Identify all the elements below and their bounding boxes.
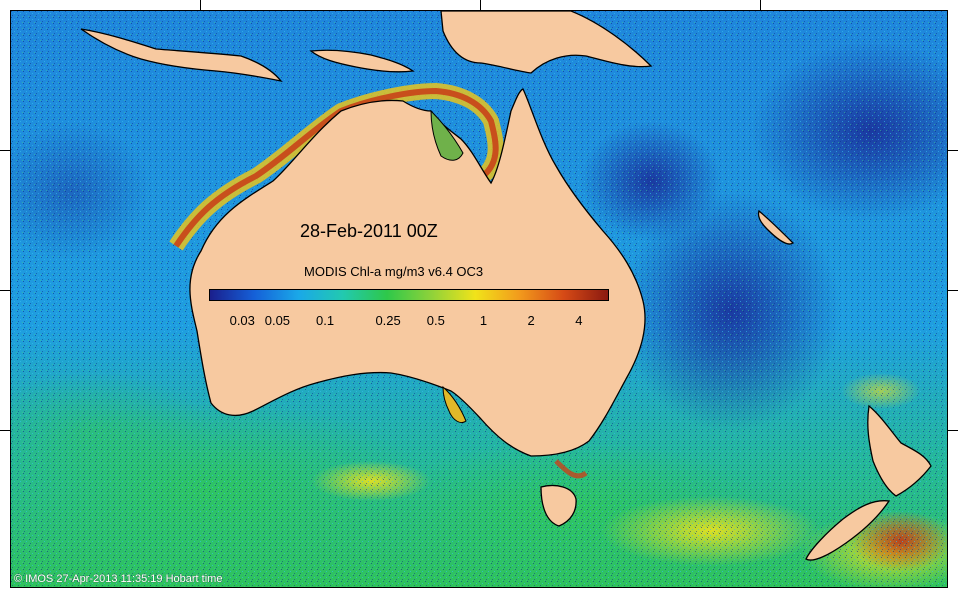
credit-text: © IMOS 27-Apr-2013 11:35:19 Hobart time bbox=[14, 573, 223, 585]
colorbar-label: MODIS Chl-a mg/m3 v6.4 OC3 bbox=[304, 264, 484, 279]
land-indonesia bbox=[80, 28, 283, 82]
colorbar-tick-label: 0.03 bbox=[229, 313, 255, 328]
frame-tick-top bbox=[480, 0, 481, 10]
frame-tick-left bbox=[0, 430, 10, 431]
land-australia bbox=[189, 88, 646, 457]
map-title: 28-Feb-2011 00Z bbox=[300, 221, 438, 241]
colorbar-tick-label: 0.25 bbox=[375, 313, 401, 328]
frame-tick-right bbox=[948, 290, 958, 291]
frame-tick-right bbox=[948, 150, 958, 151]
colorbar-tick-label: 0.5 bbox=[426, 313, 445, 328]
colorbar-tick-label: 2 bbox=[527, 313, 535, 328]
frame-tick-right bbox=[948, 430, 958, 431]
colorbar-tick-label: 1 bbox=[479, 313, 488, 328]
land-new-zealand-north bbox=[867, 404, 932, 497]
frame-tick-left bbox=[0, 150, 10, 151]
colorbar-tick-label: 4 bbox=[575, 313, 583, 328]
gulfs bbox=[430, 109, 467, 424]
frame-tick-left bbox=[0, 290, 10, 291]
land-new-caledonia bbox=[757, 209, 795, 245]
land-indonesia-east bbox=[309, 49, 415, 73]
frame-tick-top bbox=[200, 0, 201, 10]
colorbar-tick-label: 0.05 bbox=[264, 313, 291, 328]
colorbar-tick-label: 0.1 bbox=[316, 313, 335, 328]
land bbox=[80, 11, 932, 561]
land-tasmania bbox=[540, 484, 577, 527]
colorbar bbox=[209, 289, 609, 301]
land-new-guinea bbox=[440, 11, 653, 74]
frame-tick-top bbox=[760, 0, 761, 10]
map-panel bbox=[10, 10, 948, 588]
land-new-zealand-south bbox=[805, 500, 891, 561]
map-canvas bbox=[11, 11, 947, 587]
